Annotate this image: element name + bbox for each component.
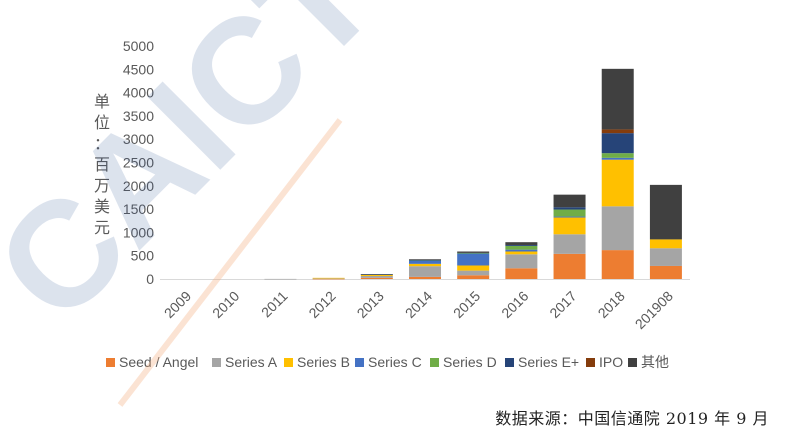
bar-segment (409, 263, 441, 267)
legend-swatch (505, 358, 514, 367)
bar-segment (457, 253, 490, 266)
bar-segment (409, 276, 441, 279)
y-tick-label: 3500 (123, 108, 154, 124)
bar-segment (601, 157, 634, 160)
legend-label: Series B (297, 354, 350, 370)
legend-label: Series C (368, 354, 422, 370)
x-axis-ticks: 2009 2010 2011 2012 2013 2014 2015 2016 2017 2018… (161, 288, 676, 332)
y-tick-label: 4000 (123, 85, 154, 101)
legend-swatch (355, 358, 364, 367)
x-tick-label: 2011 (258, 288, 291, 321)
bar-segment (505, 244, 538, 246)
bar-segment (553, 209, 586, 217)
x-tick-label: 201908 (632, 288, 676, 332)
x-tick-label: 2010 (209, 288, 242, 321)
legend-swatch (628, 358, 637, 367)
x-tick-label: 2016 (498, 288, 531, 321)
bar-segment (409, 266, 441, 277)
legend-label: Series E+ (518, 354, 579, 370)
bar-segment (360, 275, 393, 278)
bar-segment (505, 268, 538, 279)
data-source-note: 数据来源：中国信通院 2019 年 9 月 (495, 409, 769, 428)
bar-segment (457, 275, 490, 279)
legend-label: Series D (443, 354, 497, 370)
y-label-char: 单 (94, 93, 110, 111)
bar-segment (505, 245, 538, 250)
legend-label: 其他 (641, 354, 669, 370)
y-tick-label: 500 (131, 248, 155, 264)
bar-segment (505, 242, 538, 245)
bar-segment (553, 207, 586, 210)
y-label-char: 美 (94, 198, 110, 216)
y-axis-ticks: 0 500 1000 1500 2000 2500 3000 3500 4000 4500 5000 (123, 38, 154, 287)
bar-segment (601, 250, 634, 279)
bar-segment (409, 259, 441, 260)
legend-swatch (586, 358, 595, 367)
x-tick-label: 2012 (305, 288, 338, 321)
bars (264, 68, 682, 280)
bar-segment (553, 194, 586, 208)
legend-label: IPO (599, 354, 623, 370)
legend-swatch (106, 358, 115, 367)
bar-segment (409, 259, 441, 261)
bar-segment (505, 254, 538, 269)
x-tick-label: 2014 (402, 288, 435, 321)
bar-segment (649, 184, 682, 240)
y-label-char: 元 (94, 220, 110, 237)
bar-segment (505, 251, 538, 255)
y-tick-label: 1000 (123, 224, 154, 240)
y-label-char: ： (94, 136, 110, 153)
bar-segment (312, 277, 345, 279)
bar-segment (360, 277, 393, 279)
y-tick-label: 0 (146, 271, 154, 287)
legend-swatch (284, 358, 293, 367)
x-tick-label: 2013 (354, 288, 387, 321)
bar-segment (601, 68, 634, 130)
bar-segment (312, 278, 345, 280)
bar-segment (457, 270, 490, 276)
bar-segment (457, 265, 490, 271)
x-tick-label: 2017 (546, 288, 579, 321)
bar-segment (649, 239, 682, 249)
bar-segment (457, 251, 490, 253)
bar-segment (601, 133, 634, 154)
bar-segment (601, 159, 634, 207)
y-tick-label: 5000 (123, 38, 154, 54)
bar-segment (360, 274, 393, 275)
y-tick-label: 1500 (123, 201, 154, 217)
legend-label: Seed / Angel (119, 354, 198, 370)
y-label-char: 百 (94, 157, 110, 174)
bar-segment (553, 216, 586, 218)
x-tick-label: 2018 (595, 288, 628, 321)
bar-segment (601, 206, 634, 251)
y-tick-label: 4500 (123, 61, 154, 77)
x-tick-label: 2015 (450, 288, 483, 321)
bar-segment (553, 253, 586, 279)
bar-segment (601, 129, 634, 134)
bar-segment (457, 252, 490, 254)
y-tick-label: 3000 (123, 131, 154, 147)
bar-segment (409, 260, 441, 264)
bar-segment (360, 274, 393, 276)
y-label-char: 万 (94, 178, 110, 195)
y-label-char: 位 (94, 114, 110, 132)
bar-segment (264, 278, 297, 280)
y-tick-label: 2500 (123, 155, 154, 171)
bar-segment (312, 278, 345, 279)
bar-segment (601, 153, 634, 158)
bar-segment (505, 249, 538, 252)
legend-swatch (212, 358, 221, 367)
bar-segment (649, 248, 682, 266)
legend: Seed / Angel Series A Series B Series C Seri… (106, 354, 669, 370)
y-tick-label: 2000 (123, 178, 154, 194)
bar-segment (649, 265, 682, 279)
bar-segment (553, 234, 586, 254)
bar-segment (553, 217, 586, 235)
legend-label: Series A (225, 354, 278, 370)
x-tick-label: 2009 (161, 288, 194, 321)
legend-swatch (430, 358, 439, 367)
